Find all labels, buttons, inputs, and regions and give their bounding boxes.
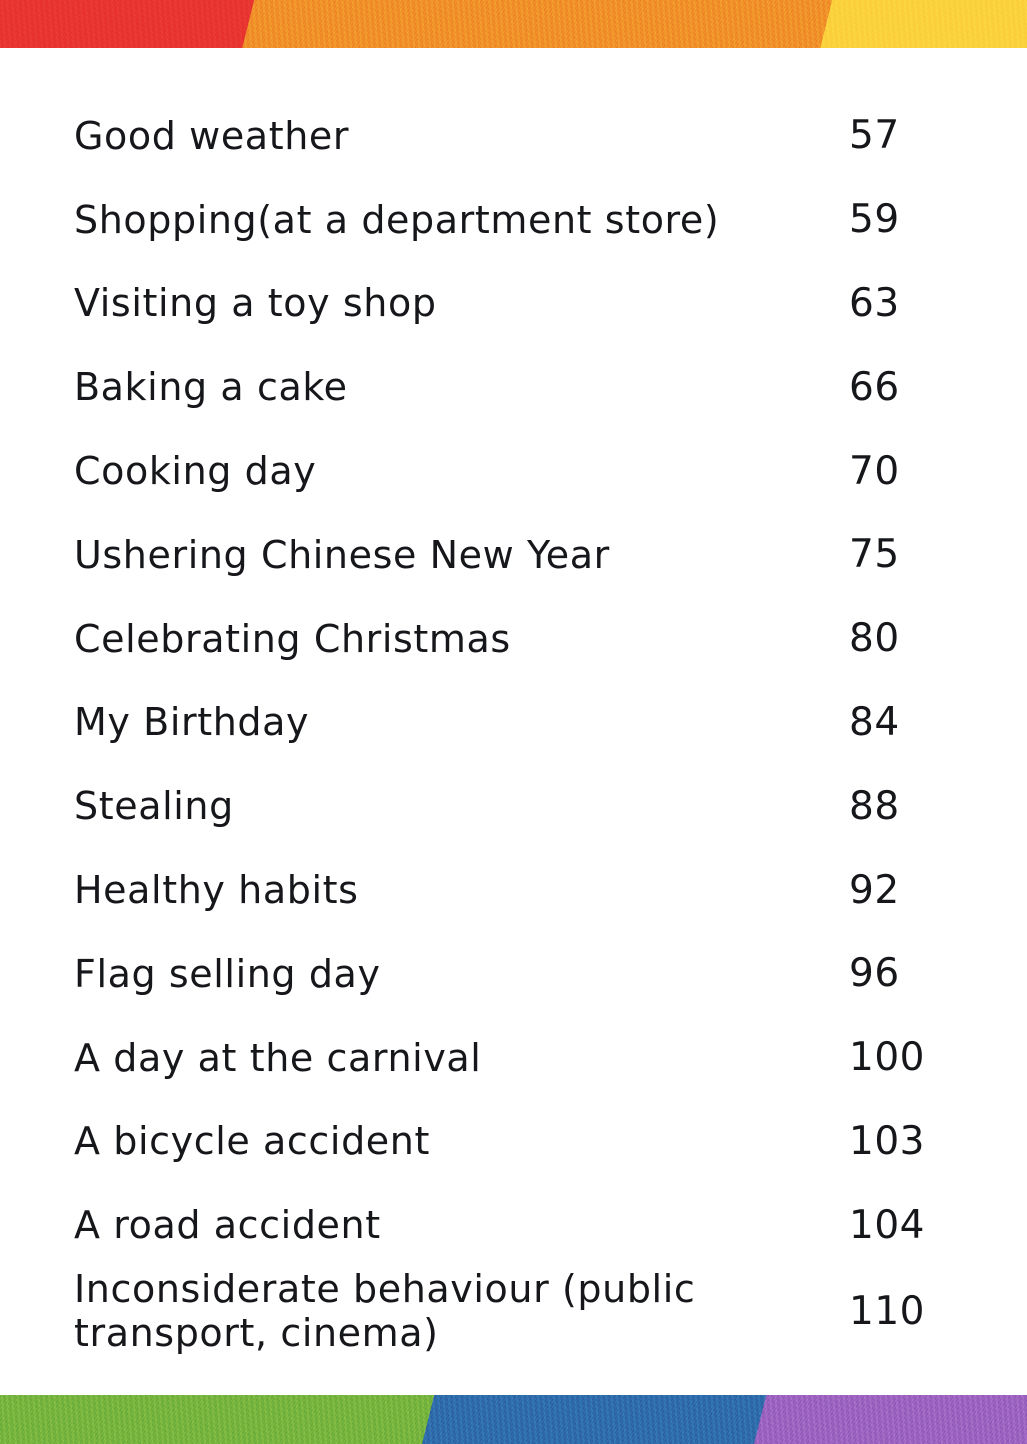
entry-page-number: 88: [849, 783, 900, 829]
entry-title: Stealing: [74, 784, 234, 829]
entry-title: Baking a cake: [74, 365, 348, 410]
contents-entry[interactable]: A day at the carnival 100: [0, 1016, 1027, 1100]
contents-entry[interactable]: Stealing 88: [0, 764, 1027, 848]
entry-page-number: 84: [849, 699, 900, 745]
contents-entry[interactable]: Baking a cake 66: [0, 345, 1027, 429]
entry-page-number: 92: [849, 867, 900, 913]
entry-page-number: 100: [849, 1035, 925, 1081]
entry-page-number: 103: [849, 1118, 925, 1164]
entry-page-number: 63: [849, 280, 900, 326]
stripe-green: [0, 1395, 438, 1444]
entry-page-number: 70: [849, 448, 900, 494]
contents-list: Good weather 57 Shopping(at a department s…: [0, 48, 1027, 1395]
entry-title: Healthy habits: [74, 868, 359, 913]
entry-title: Good weather: [74, 113, 350, 158]
entry-page-number: 57: [849, 113, 900, 159]
entry-title: Ushering Chinese New Year: [74, 532, 610, 577]
stripe-yellow: [818, 0, 1027, 48]
entry-title: Celebrating Christmas: [74, 616, 511, 661]
contents-entry[interactable]: Cooking day 70: [0, 429, 1027, 513]
entry-title: Visiting a toy shop: [74, 281, 437, 326]
entry-page-number: 59: [849, 197, 900, 243]
entry-title: Inconsiderate behaviour (public transpor…: [74, 1267, 709, 1356]
contents-entry[interactable]: Ushering Chinese New Year 75: [0, 513, 1027, 597]
contents-entry[interactable]: Visiting a toy shop 63: [0, 262, 1027, 346]
entry-title: Flag selling day: [74, 951, 381, 996]
contents-entry[interactable]: Inconsiderate behaviour (public transpor…: [0, 1267, 1027, 1355]
entry-title: Shopping(at a department store): [74, 197, 720, 242]
entry-page-number: 75: [849, 532, 900, 578]
entry-page-number: 80: [849, 616, 900, 662]
contents-entry[interactable]: My Birthday 84: [0, 681, 1027, 765]
entry-page-number: 104: [849, 1202, 925, 1248]
entry-title: A day at the carnival: [74, 1035, 482, 1080]
entry-page-number: 96: [849, 951, 900, 997]
contents-entry[interactable]: Shopping(at a department store) 59: [0, 178, 1027, 262]
entry-title: My Birthday: [74, 700, 310, 745]
entry-page-number: 66: [849, 364, 900, 410]
stripe-orange: [240, 0, 836, 48]
entry-title: A road accident: [74, 1203, 381, 1248]
contents-entry[interactable]: A bicycle accident 103: [0, 1100, 1027, 1184]
rainbow-band-top: [0, 0, 1027, 48]
contents-entry[interactable]: Healthy habits 92: [0, 848, 1027, 932]
contents-entry[interactable]: Flag selling day 96: [0, 932, 1027, 1016]
contents-entry[interactable]: Good weather 57: [0, 94, 1027, 178]
contents-entry[interactable]: A road accident 104: [0, 1183, 1027, 1267]
entry-page-number: 110: [849, 1288, 925, 1334]
entry-title: Cooking day: [74, 449, 317, 494]
entry-title: A bicycle accident: [74, 1119, 430, 1164]
stripe-purple: [752, 1395, 1027, 1444]
contents-entry[interactable]: Celebrating Christmas 80: [0, 597, 1027, 681]
rainbow-band-bottom: [0, 1395, 1027, 1444]
stripe-red: [0, 0, 258, 48]
